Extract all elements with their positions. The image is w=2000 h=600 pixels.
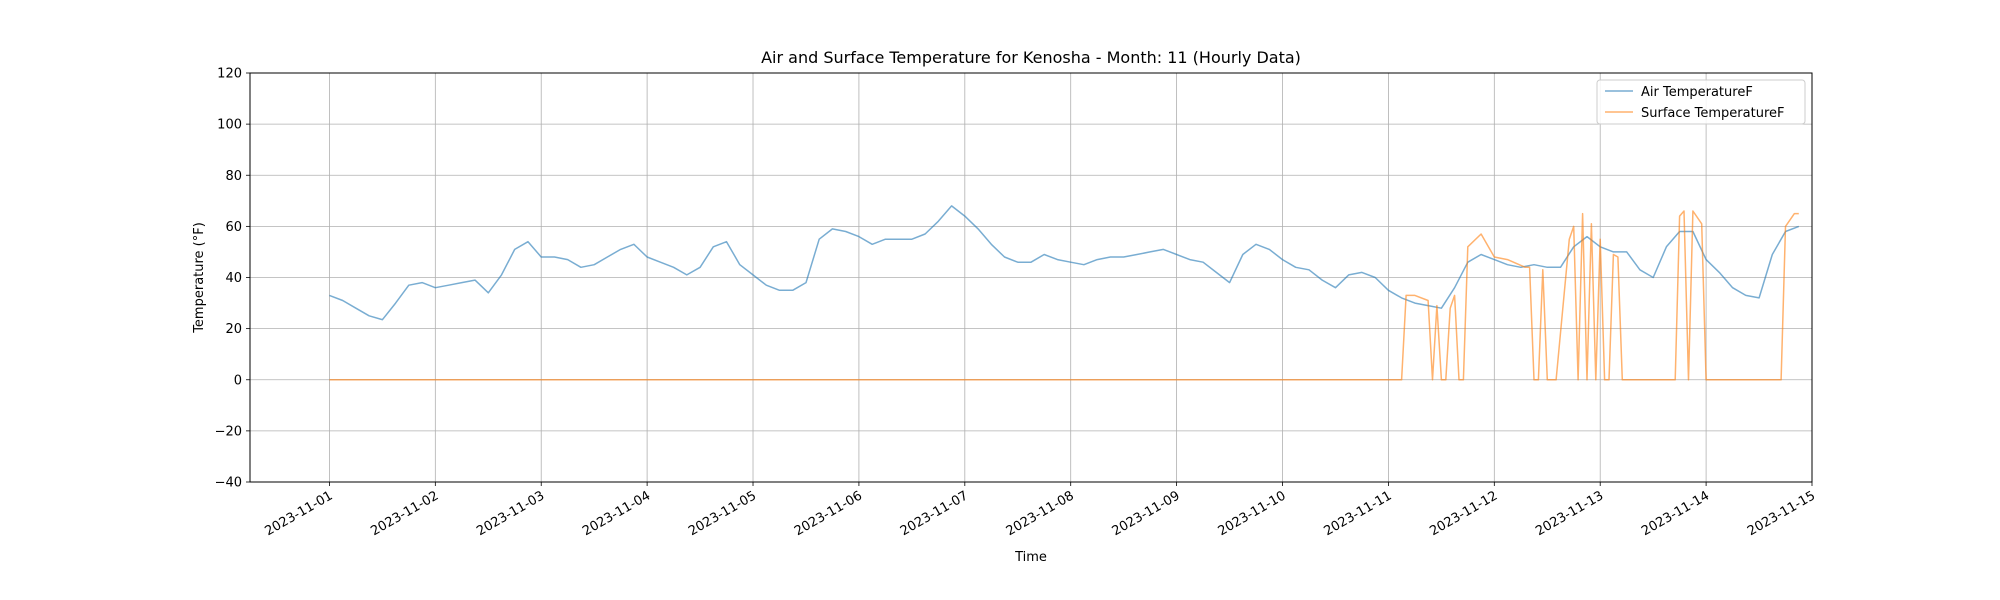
y-axis: −40 −20 0 20 40 60 80 100 120 [215,67,250,491]
y-tick-label: 120 [217,67,242,82]
legend-air-label: Air TemperatureF [1641,85,1753,100]
chart-title: Air and Surface Temperature for Kenosha … [761,48,1301,67]
y-tick-label: −40 [215,476,242,491]
y-tick-label: 40 [225,271,242,286]
y-tick-label: −20 [215,424,242,439]
legend-box [1596,79,1806,125]
x-axis-title: Time [1014,550,1047,565]
legend-surface-label: Surface TemperatureF [1641,106,1784,121]
y-tick-label: 100 [217,118,242,133]
surface-temperature-line [329,210,1799,381]
y-tick-label: 80 [225,169,242,184]
y-tick-label: 60 [225,220,242,235]
y-tick-label: 0 [234,373,242,388]
air-temperature-line [329,205,1800,321]
y-tick-label: 20 [225,322,242,337]
series-group [329,205,1800,381]
y-axis-title: Temperature (°F) [192,222,207,334]
legend: Air TemperatureF Surface TemperatureF [1596,79,1806,125]
